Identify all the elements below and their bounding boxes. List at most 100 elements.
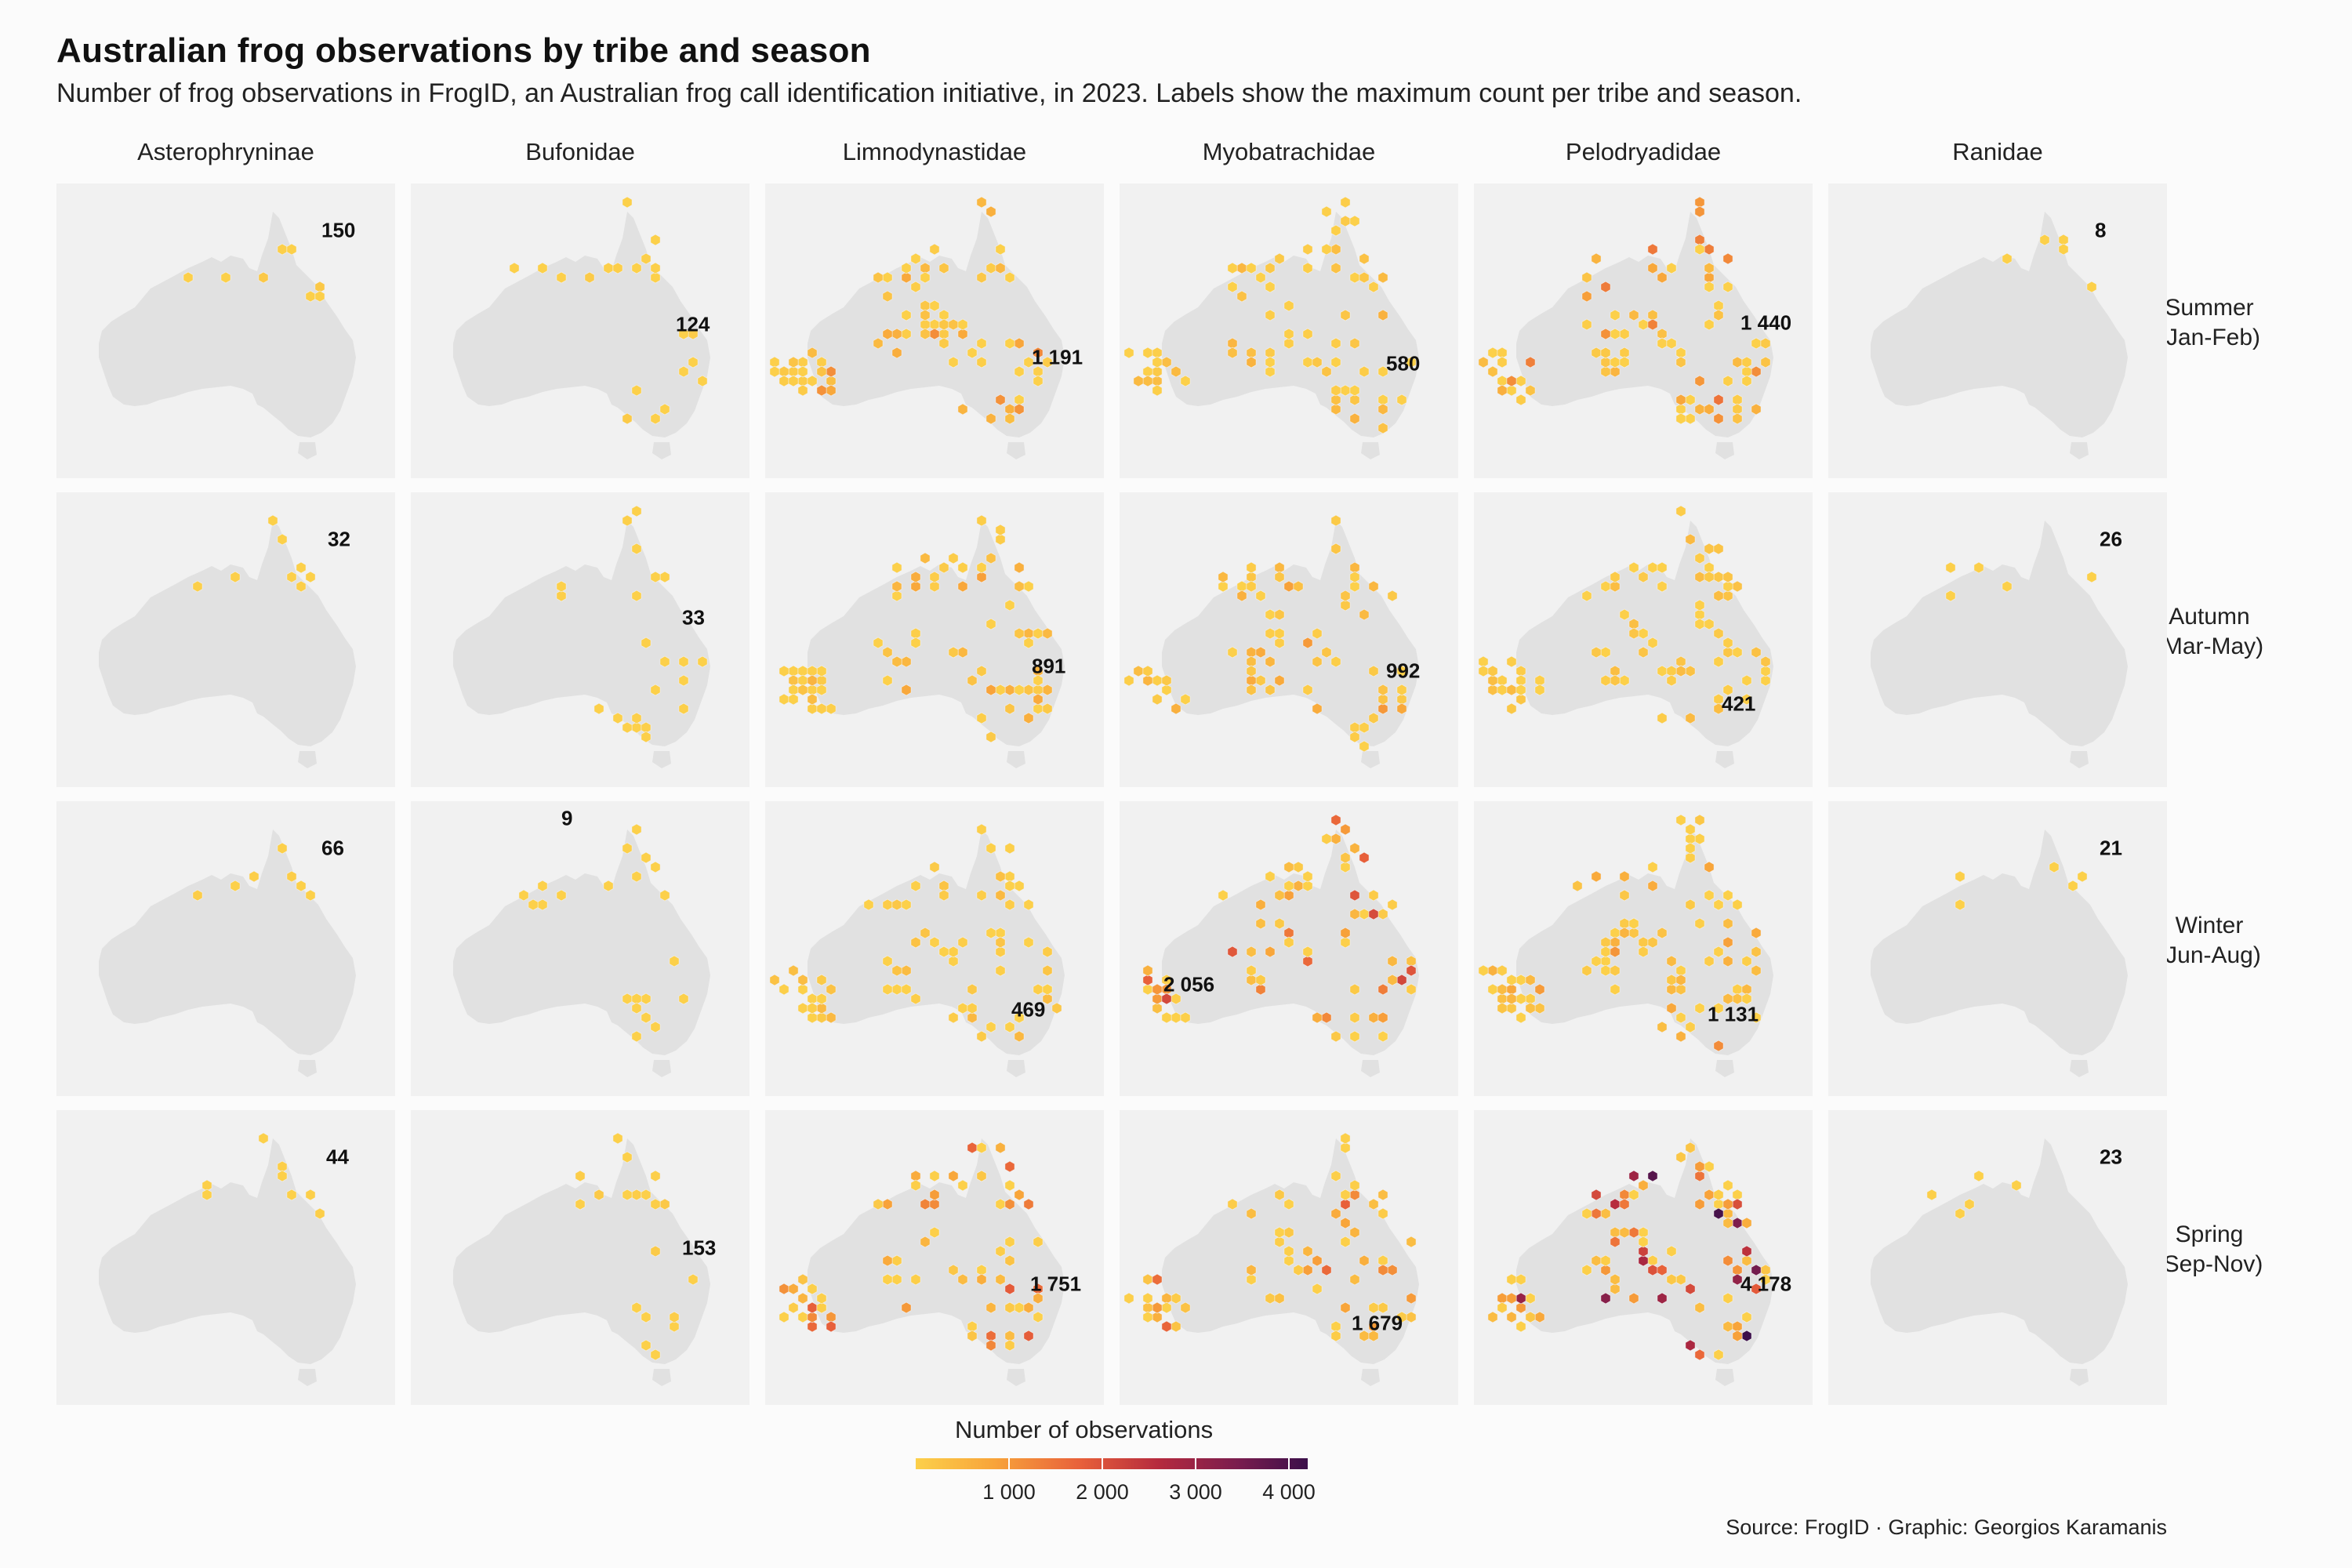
hexbin-cell [1321, 833, 1332, 845]
hexbin-cell [258, 1132, 269, 1145]
australia-landmass [99, 829, 356, 1077]
hexbin-cell [1274, 627, 1285, 640]
hexbin-cell [1274, 608, 1285, 621]
hexbin-cell [1751, 1011, 1762, 1024]
hexbin-cell [769, 365, 780, 378]
hexbin-cell [957, 328, 968, 340]
hexbin-cell [537, 262, 548, 274]
hexbin-cell [1704, 318, 1715, 331]
hexbin-cell [1033, 693, 1044, 706]
hexbin-cell [1330, 1030, 1341, 1043]
hexbin-cell [807, 1311, 818, 1323]
hexbin-cell [957, 936, 968, 949]
hexbin-cell [797, 384, 808, 397]
hexbin-cell [1330, 394, 1341, 406]
hexbin-cell [1236, 590, 1247, 602]
hexbin-cell [1246, 946, 1257, 958]
max-count-label: 124 [676, 312, 710, 336]
hexbin-cell [1760, 665, 1771, 677]
hexbin-cell [1312, 356, 1323, 368]
hexbin-cell [1647, 1170, 1658, 1182]
hexbin-cell [1340, 590, 1351, 602]
hexbin-cell [873, 337, 884, 350]
hexbin-cell [797, 1273, 808, 1286]
hexbin-cell [1694, 1198, 1705, 1210]
hexbin-cell [929, 243, 940, 256]
hexbin-cell [1722, 1198, 1733, 1210]
hexbin-cell [1283, 337, 1294, 350]
facet-panel: 9 [411, 801, 750, 1096]
hexbin-cell [1487, 1311, 1498, 1323]
hexbin-cell [985, 1301, 996, 1314]
hexbin-cell [1638, 646, 1649, 659]
australia-map [769, 196, 1065, 459]
hexbin-cell [1647, 880, 1658, 892]
max-count-label: 1 131 [1708, 1002, 1759, 1026]
hexbin-cell [1628, 627, 1639, 640]
hexbin-cell [1023, 1301, 1034, 1314]
hexbin-cell [938, 561, 949, 574]
hexbin-cell [1283, 299, 1294, 312]
hexbin-cell [1142, 375, 1153, 387]
facet-column-label: Bufonidae [525, 138, 635, 165]
hexbin-cell [1628, 917, 1639, 930]
hexbin-cell [277, 533, 288, 546]
hexbin-cell [1283, 880, 1294, 892]
hexbin-cell [1487, 964, 1498, 977]
hexbin-cell [1619, 870, 1630, 883]
hexbin-cell [1274, 674, 1285, 687]
hexbin-cell [1377, 422, 1388, 434]
hexbin-cell [1760, 1273, 1771, 1286]
hexbin-cell [1218, 580, 1229, 593]
hexbin-cell [1666, 1273, 1677, 1286]
hexbin-cell [1515, 684, 1526, 696]
hexbin-cell [1368, 1330, 1379, 1342]
hexbin-cell [1152, 384, 1163, 397]
hexbin-cell [1359, 721, 1370, 734]
hexbin-cell [1340, 1301, 1351, 1314]
hexbin-cell [1610, 946, 1621, 958]
hexbin-cell [678, 674, 689, 687]
hexbin-cell [1302, 870, 1313, 883]
hexbin-cell [1741, 1311, 1752, 1323]
hexbin-cell [688, 356, 699, 368]
hexbin-cell [1722, 993, 1733, 1005]
hexbin-cell [1751, 403, 1762, 416]
hexbin-cell [1330, 262, 1341, 274]
facet-panel: 1 191 [765, 183, 1104, 478]
hexbin-cell [314, 1207, 325, 1220]
hexbin-cell [1349, 215, 1360, 227]
hexbin-cell [1004, 1254, 1015, 1267]
hexbin-cell [1722, 684, 1733, 696]
hexbin-cell [1312, 702, 1323, 715]
hexbin-cell [891, 590, 902, 602]
hexbin-cell [1042, 964, 1053, 977]
hexbin-cell [650, 1170, 661, 1182]
hexbin-cell [882, 1254, 893, 1267]
hexbin-cell [1377, 309, 1388, 321]
facet-row-label: Autumn (Mar-May) [2154, 604, 2264, 659]
hexbin-cell [1255, 271, 1266, 284]
hexbin-cell [967, 1142, 978, 1154]
hexbin-cell [1694, 1348, 1705, 1361]
hexbin-cell [1964, 1198, 1975, 1210]
hexbin-cell [1180, 1301, 1191, 1314]
hexbin-cell [873, 637, 884, 649]
hexbin-cell [1581, 318, 1592, 331]
hexbin-cell [1042, 702, 1053, 715]
hexbin-cell [2011, 1179, 2022, 1192]
hexbin-cell [584, 271, 595, 284]
hexbin-cell [1619, 1226, 1630, 1239]
hexbin-cell [1171, 702, 1181, 715]
hexbin-cell [1349, 412, 1360, 425]
hexbin-cell [2067, 880, 2078, 892]
hexbin-cell [1004, 1236, 1015, 1248]
hexbin-cell [1142, 964, 1153, 977]
hexbin-cell [1722, 580, 1733, 593]
hexbin-cell [948, 646, 959, 659]
hexbin-cell [882, 1273, 893, 1286]
hexbin-cell [631, 505, 642, 517]
hexbin-cell [1704, 861, 1715, 873]
hexbin-cell [296, 880, 307, 892]
hexbin-cell [1014, 627, 1025, 640]
